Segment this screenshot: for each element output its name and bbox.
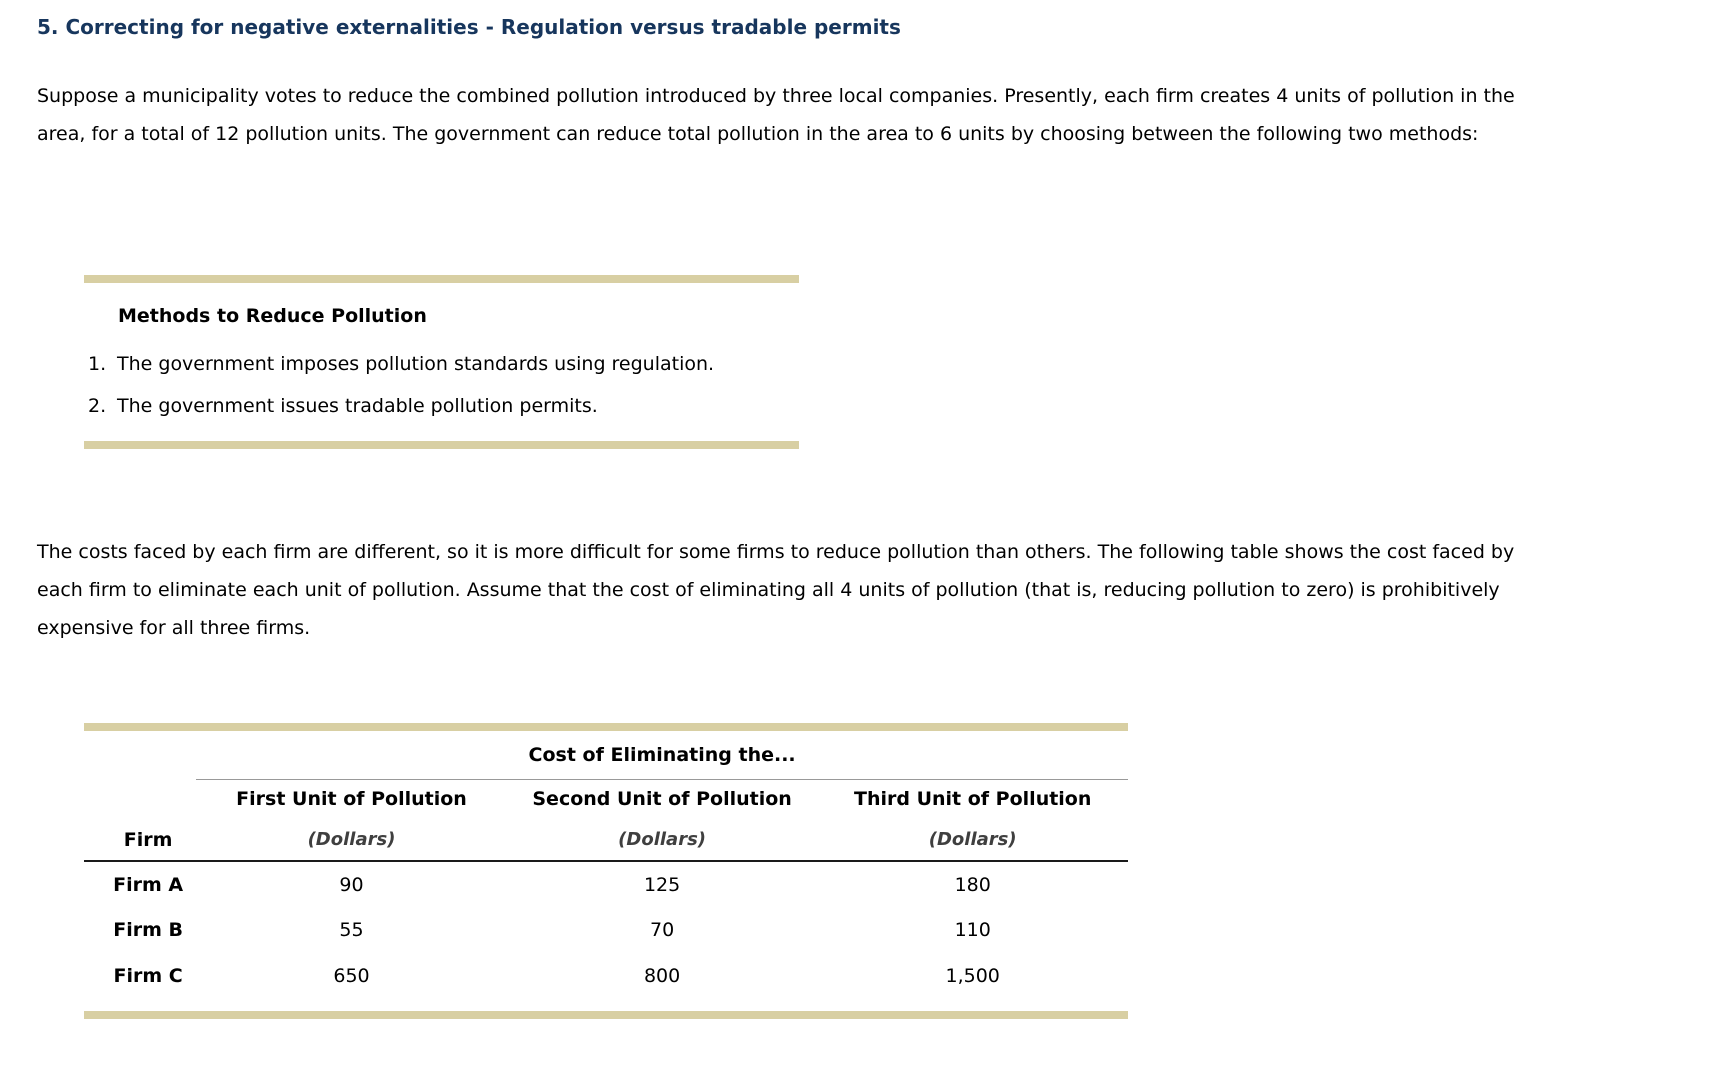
methods-box: Methods to Reduce Pollution 1. The gover… (84, 275, 799, 449)
cost-value-cell: 70 (650, 919, 675, 941)
methods-list: 1. The government imposes pollution stan… (84, 353, 799, 417)
method-item-text: The government issues tradable pollution… (117, 395, 598, 417)
method-item: 1. The government imposes pollution stan… (84, 353, 799, 375)
column-header-third-unit: Third Unit of Pollution (854, 788, 1092, 811)
firm-name-cell: Firm C (113, 965, 183, 987)
method-item: 2. The government issues tradable pollut… (84, 395, 799, 417)
firm-column-header: Firm (84, 819, 197, 862)
cost-value-cell: 110 (954, 919, 991, 941)
table-row: Firm B 55 70 110 (84, 907, 1128, 953)
cost-value-cell: 1,500 (945, 965, 1000, 987)
cost-value-cell: 800 (643, 965, 681, 987)
column-header-first-unit: First Unit of Pollution (236, 788, 467, 811)
table-unit-header-row: First Unit of Pollution Second Unit of P… (84, 779, 1128, 819)
firm-name-cell: Firm B (113, 919, 183, 941)
table-row: Firm C 650 800 1,500 (84, 953, 1128, 999)
empty-cell (84, 731, 196, 779)
firm-name-cell: Firm A (113, 873, 184, 896)
cost-value-cell: 650 (333, 965, 370, 987)
cost-value-cell: 125 (643, 873, 681, 896)
dollars-label: (Dollars) (196, 819, 507, 862)
method-item-number: 1. (88, 353, 107, 375)
cost-table: Cost of Eliminating the... First Unit of… (84, 723, 1128, 1019)
page-title: 5. Correcting for negative externalities… (37, 15, 901, 39)
methods-box-heading: Methods to Reduce Pollution (118, 305, 427, 327)
cost-value-cell: 55 (339, 919, 364, 941)
table-row: Firm A 90 125 180 (84, 861, 1128, 907)
dollars-label: (Dollars) (817, 819, 1128, 862)
table-dollars-row: Firm (Dollars) (Dollars) (Dollars) (84, 819, 1128, 862)
column-header-second-unit: Second Unit of Pollution (532, 788, 792, 811)
dollars-label: (Dollars) (506, 819, 818, 862)
intro-paragraph: Suppose a municipality votes to reduce t… (37, 85, 1515, 145)
costs-paragraph: The costs faced by each firm are differe… (37, 541, 1515, 639)
method-item-text: The government imposes pollution standar… (117, 353, 715, 375)
spanning-header: Cost of Eliminating the... (196, 731, 1128, 780)
empty-cell (84, 779, 196, 819)
table-spanning-header-row: Cost of Eliminating the... (84, 731, 1128, 780)
method-item-number: 2. (88, 395, 107, 417)
cost-value-cell: 90 (339, 873, 364, 896)
cost-value-cell: 180 (954, 873, 991, 896)
